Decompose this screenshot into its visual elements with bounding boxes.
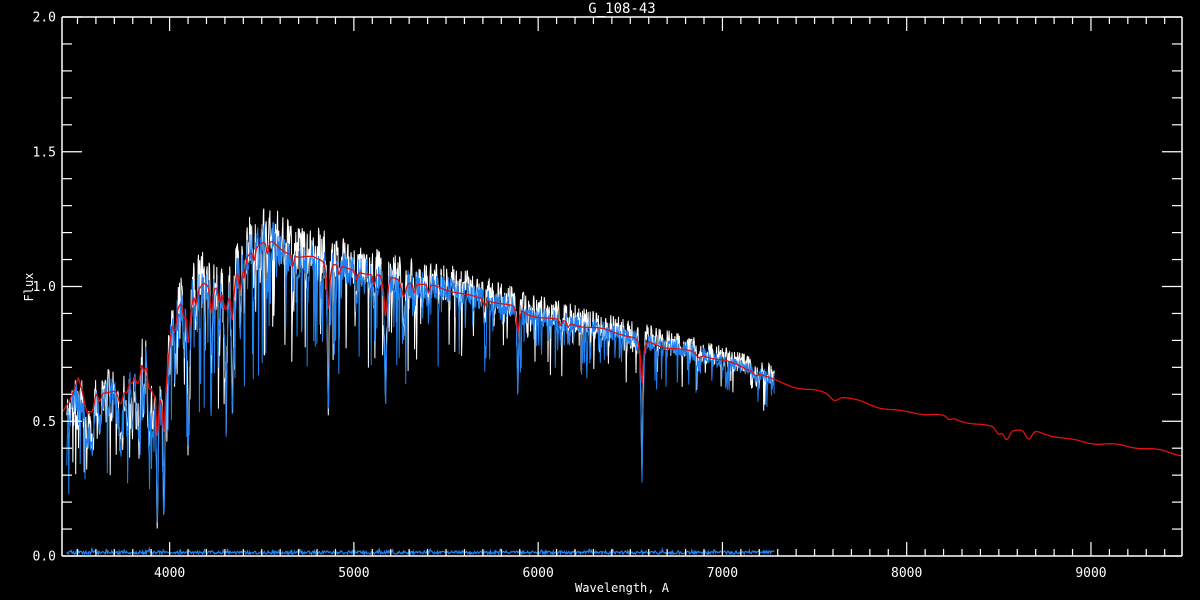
x-axis-label: Wavelength, A [575,581,670,595]
tick-labels: 4000 5000 6000 7000 8000 9000 0.0 0.5 1.0 1.5 2.0 [33,11,1107,582]
observed-spectrum-blue [66,221,775,523]
error-spectrum-blue [66,546,775,556]
x-tick-label: 4000 [154,566,185,581]
x-tick-label: 5000 [338,566,369,581]
y-axis-label: Flux [22,273,36,302]
y-tick-label: 0.5 [33,415,56,430]
chart-title: G_108-43 [588,1,655,17]
y-tick-label: 0.0 [33,550,56,565]
model-spectrum-red [62,240,1182,457]
x-tick-label: 6000 [523,566,554,581]
axes-layer [61,16,1183,557]
x-tick-label: 8000 [891,566,922,581]
y-tick-label: 2.0 [33,11,56,26]
x-tick-label: 9000 [1075,566,1106,581]
series-layer [62,208,1182,556]
y-tick-label: 1.0 [33,280,56,295]
x-tick-label: 7000 [707,566,738,581]
y-tick-label: 1.5 [33,145,56,160]
